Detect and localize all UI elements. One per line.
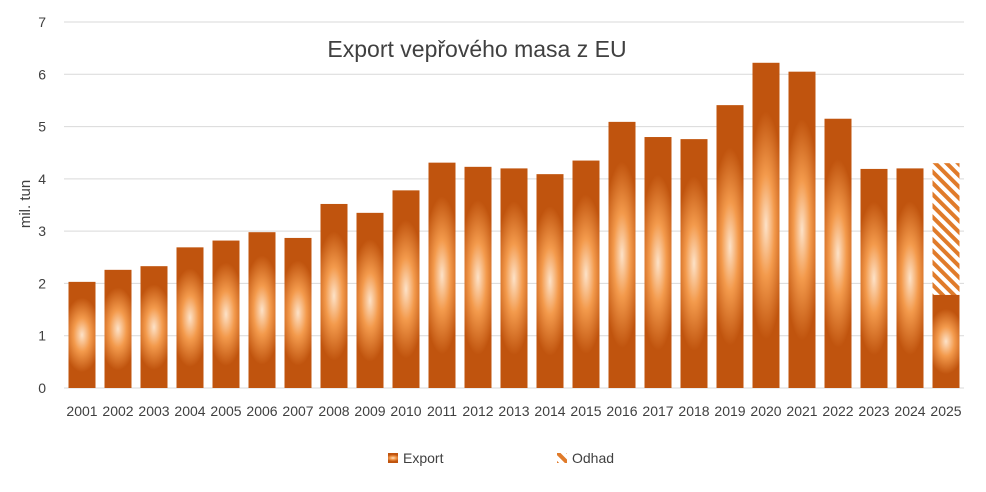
bar-export-2013 xyxy=(500,168,528,388)
y-tick-label: 2 xyxy=(38,275,46,291)
x-tick-label: 2018 xyxy=(678,403,709,419)
x-tick-label: 2007 xyxy=(282,403,313,419)
x-tick-label: 2003 xyxy=(138,403,169,419)
y-tick-label: 1 xyxy=(38,328,46,344)
y-tick-label: 3 xyxy=(38,223,46,239)
x-tick-label: 2005 xyxy=(210,403,241,419)
bar-export-2004 xyxy=(176,247,204,388)
bar-export-2016 xyxy=(608,121,636,388)
x-tick-label: 2024 xyxy=(894,403,925,419)
x-tick-label: 2009 xyxy=(354,403,385,419)
legend-item-odhad: Odhad xyxy=(557,450,614,466)
x-tick-label: 2025 xyxy=(930,403,961,419)
bar-export-2012 xyxy=(464,166,492,388)
bar-export-2002 xyxy=(104,269,132,388)
x-tick-labels: 2001 2002 2003 2004 2005 2006 2007 2008 2009 2010… xyxy=(66,403,961,419)
bar-export-2018 xyxy=(680,139,708,388)
x-tick-label: 2019 xyxy=(714,403,745,419)
bar-export-2019 xyxy=(716,105,744,389)
y-axis-label: mil. tun xyxy=(17,180,34,228)
bar-export-2011 xyxy=(428,162,456,388)
x-tick-label: 2011 xyxy=(427,403,457,419)
x-tick-label: 2002 xyxy=(102,403,133,419)
bar-export-2017 xyxy=(644,137,672,388)
legend-label-odhad: Odhad xyxy=(572,450,614,466)
y-tick-label: 7 xyxy=(38,14,46,30)
chart-title: Export vepřového masa z EU xyxy=(327,36,626,62)
bar-export-2009 xyxy=(356,212,384,388)
bar-export-2020 xyxy=(752,62,780,388)
x-tick-label: 2016 xyxy=(606,403,637,419)
bar-export-2001 xyxy=(68,281,96,388)
x-tick-label: 2021 xyxy=(786,403,817,419)
x-tick-label: 2015 xyxy=(570,403,601,419)
legend-swatch-odhad xyxy=(557,453,567,463)
bar-export-2023 xyxy=(860,168,888,388)
x-tick-label: 2001 xyxy=(66,403,97,419)
bar-export-2024 xyxy=(896,168,924,388)
legend: Export Odhad xyxy=(388,450,614,466)
y-tick-label: 5 xyxy=(38,119,46,135)
bars xyxy=(68,62,960,389)
x-tick-label: 2008 xyxy=(318,403,349,419)
x-tick-label: 2012 xyxy=(462,403,493,419)
x-tick-label: 2013 xyxy=(498,403,529,419)
x-tick-label: 2023 xyxy=(858,403,889,419)
x-tick-label: 2017 xyxy=(642,403,673,419)
y-tick-label: 4 xyxy=(38,171,46,187)
x-tick-label: 2006 xyxy=(246,403,277,419)
bar-export-2015 xyxy=(572,160,600,388)
bar-export-2007 xyxy=(284,237,312,388)
bar-export-2022 xyxy=(824,118,852,388)
y-tick-label: 0 xyxy=(38,380,46,396)
bar-export-2021 xyxy=(788,71,816,389)
bar-export-2003 xyxy=(140,266,168,388)
bar-export-2006 xyxy=(248,232,276,388)
y-tick-labels: 0 1 2 3 4 5 6 7 xyxy=(38,14,46,396)
legend-item-export: Export xyxy=(388,450,444,466)
x-tick-label: 2020 xyxy=(750,403,781,419)
bar-export-2010 xyxy=(392,190,420,388)
x-tick-label: 2010 xyxy=(390,403,421,419)
bar-export-2008 xyxy=(320,203,348,388)
bar-export-2005 xyxy=(212,240,240,388)
legend-label-export: Export xyxy=(403,450,444,466)
x-tick-label: 2004 xyxy=(174,403,205,419)
legend-swatch-export xyxy=(388,453,398,463)
x-tick-label: 2022 xyxy=(822,403,853,419)
bar-export-2025 xyxy=(932,294,960,388)
y-tick-label: 6 xyxy=(38,66,46,82)
x-tick-label: 2014 xyxy=(534,403,565,419)
bar-export-2014 xyxy=(536,174,564,388)
